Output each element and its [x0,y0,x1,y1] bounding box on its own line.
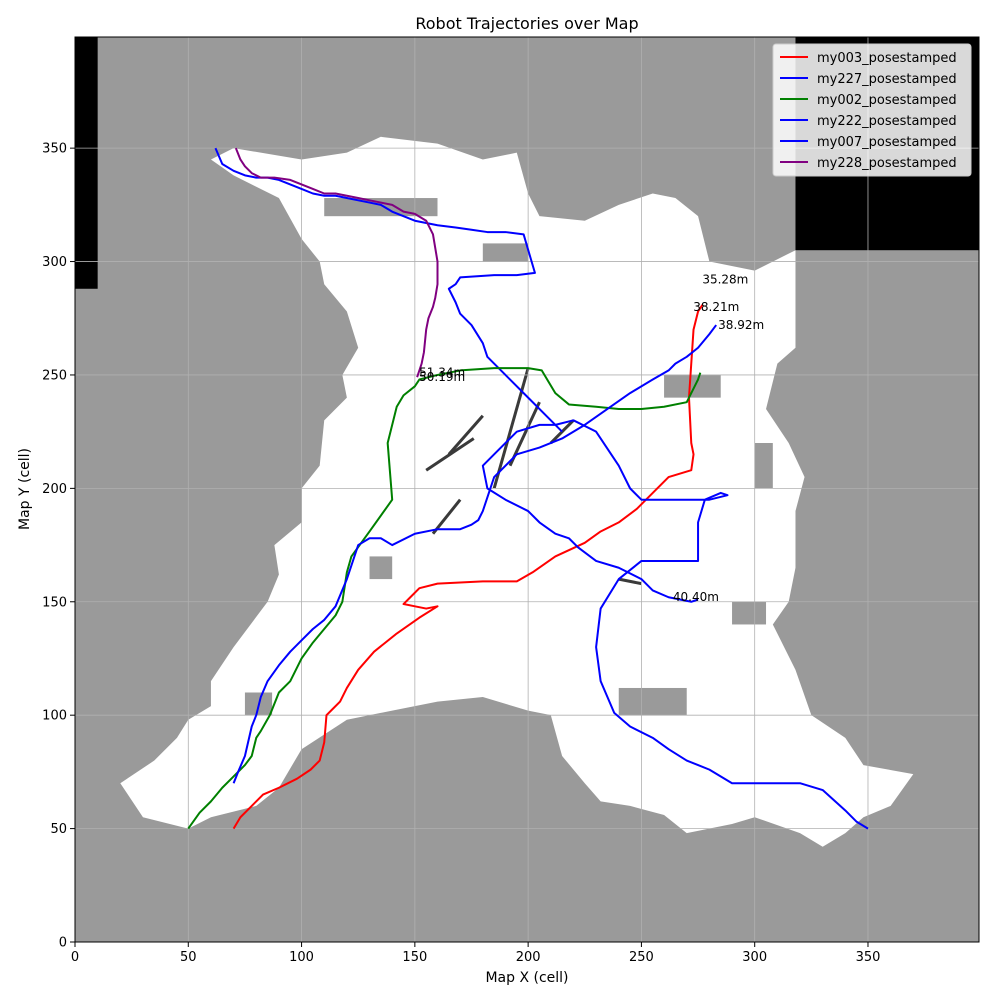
x-tick-label: 100 [289,950,314,965]
distance-label: 40.40m [673,590,719,604]
unknown-block [324,198,438,217]
y-axis: 0 50 100 150 200 250 300 350 [42,142,75,951]
legend-label: my222_posestamped [817,114,957,129]
y-tick-label: 100 [42,709,67,724]
y-tick-label: 150 [42,595,67,610]
free-space [120,136,914,847]
series-line-my222_posestamped [232,324,717,784]
x-tick-label: 350 [856,950,881,965]
legend: my003_posestamped my227_posestamped my002_… [772,43,972,177]
x-axis: 0 50 100 150 200 250 300 350 [71,942,881,965]
unknown-block [482,243,529,262]
distance-label: 51.34m [419,366,465,380]
unknown-block [732,601,767,625]
unknown-block [369,556,393,580]
y-tick-label: 50 [50,822,67,837]
x-tick-label: 50 [180,950,197,965]
legend-label: my227_posestamped [817,72,957,87]
series-line-my228_posestamped [234,147,439,378]
y-tick-label: 300 [42,255,67,270]
distance-label: 50.19m [419,370,465,384]
x-tick-label: 200 [516,950,541,965]
x-tick-label: 300 [742,950,767,965]
x-axis-label: Map X (cell) [485,970,568,986]
y-axis-label: Map Y (cell) [17,448,33,530]
series-line-my227_posestamped [214,147,563,433]
y-tick-label: 250 [42,368,67,383]
obstacle-edge [431,498,462,535]
x-tick-label: 0 [71,950,79,965]
legend-box [772,43,972,177]
plot-frame [74,36,980,943]
series-line-my003_posestamped [232,304,704,830]
obstacle-edge [618,577,642,586]
chart-title: Robot Trajectories over Map [415,14,638,33]
legend-label: my228_posestamped [817,156,957,171]
distance-label: 38.92m [718,318,764,332]
distance-label: 35.28m [702,273,748,287]
y-tick-label: 350 [42,142,67,157]
obstacle-edge [492,367,530,489]
series-line-my002_posestamped [187,367,702,830]
legend-label: my003_posestamped [817,51,957,66]
legend-label: my002_posestamped [817,93,957,108]
unknown-block [664,374,721,398]
unknown-block [754,443,773,489]
obstacle-block [75,37,98,289]
distance-label: 38.21m [693,300,739,314]
legend-label: my007_posestamped [817,135,957,150]
series-line-my007_posestamped [481,419,869,830]
x-tick-label: 250 [629,950,654,965]
x-tick-label: 150 [402,950,427,965]
obstacle-edge [447,414,484,456]
unknown-block [618,687,687,716]
y-tick-label: 0 [59,936,67,951]
y-tick-label: 200 [42,482,67,497]
series-layer [187,147,869,830]
